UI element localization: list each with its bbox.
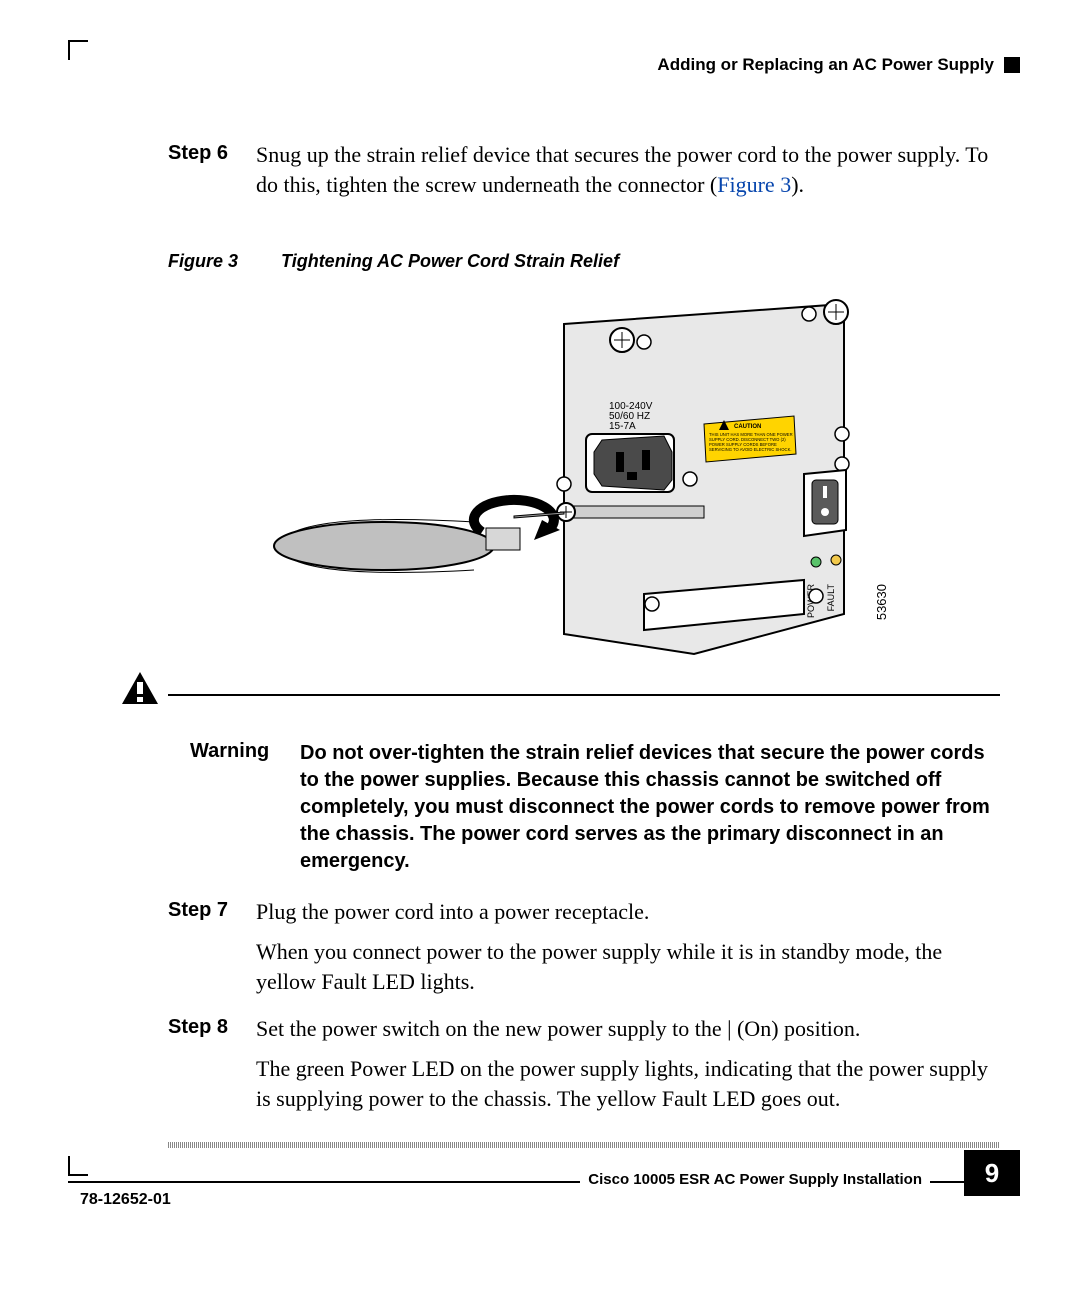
figure-label: Figure 3 [168, 251, 238, 271]
warning-text: Do not over-tighten the strain relief de… [300, 740, 1000, 875]
header-section-title: Adding or Replacing an AC Power Supply [657, 55, 994, 75]
step-label: Step 8 [168, 1014, 256, 1123]
figure-caption: Figure 3 Tightening AC Power Cord Strain… [168, 251, 1000, 272]
crop-mark-top-left [68, 40, 88, 60]
warning-block: Warning Do not over-tighten the strain r… [168, 694, 1000, 875]
svg-text:FAULT: FAULT [826, 584, 836, 612]
page-footer: Cisco 10005 ESR AC Power Supply Installa… [68, 1181, 1020, 1183]
step-body: Set the power switch on the new power su… [256, 1014, 1000, 1123]
page-number: 9 [964, 1150, 1020, 1196]
figure-3-illustration: 100-240V 50/60 HZ 15-7A CAUTION [168, 284, 1000, 664]
step-body: Plug the power cord into a power recepta… [256, 897, 1000, 1006]
step-6-text: Snug up the strain relief device that se… [256, 140, 1000, 199]
figure-title: Tightening AC Power Cord Strain Relief [281, 251, 619, 271]
step-7-text-1: Plug the power cord into a power recepta… [256, 897, 1000, 927]
svg-text:SERVICING TO AVOID ELECTRIC SH: SERVICING TO AVOID ELECTRIC SHOCK. [709, 447, 792, 452]
warning-label: Warning [190, 740, 278, 763]
svg-text:CAUTION: CAUTION [734, 424, 761, 430]
footer-doc-number: 78-12652-01 [80, 1191, 171, 1209]
step-body: Snug up the strain relief device that se… [256, 140, 1000, 209]
footer-manual-title: Cisco 10005 ESR AC Power Supply Installa… [580, 1171, 930, 1188]
step-8-text-1: Set the power switch on the new power su… [256, 1014, 1000, 1044]
step-8-text-2: The green Power LED on the power supply … [256, 1054, 1000, 1113]
step-8: Step 8 Set the power switch on the new p… [168, 1014, 1000, 1123]
step-7: Step 7 Plug the power cord into a power … [168, 897, 1000, 1006]
crop-mark-bottom-left [68, 1156, 88, 1176]
step-6: Step 6 Snug up the strain relief device … [168, 140, 1000, 209]
section-end-rule [168, 1142, 1000, 1148]
svg-text:53630: 53630 [874, 584, 889, 620]
step-label: Step 7 [168, 897, 256, 1006]
header-square-marker [1004, 57, 1020, 73]
step-label: Step 6 [168, 140, 256, 209]
svg-text:15-7A: 15-7A [609, 421, 636, 432]
step-7-text-2: When you connect power to the power supp… [256, 937, 1000, 996]
